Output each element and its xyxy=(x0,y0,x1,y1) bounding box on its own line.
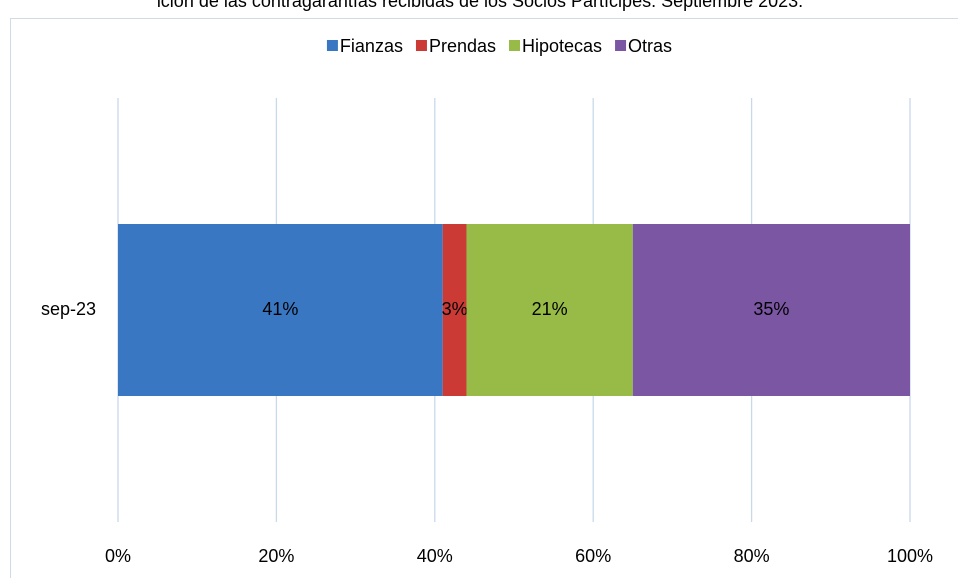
bar-segment xyxy=(466,224,633,396)
legend-label: Otras xyxy=(628,36,672,56)
bar-segment xyxy=(118,224,443,396)
bar-segment xyxy=(442,224,467,396)
chart-title: ición de las contragarantías recibidas d… xyxy=(157,0,803,11)
chart-frame xyxy=(10,18,958,578)
x-tick-label: 80% xyxy=(734,546,770,566)
legend-label: Fianzas xyxy=(340,36,403,56)
x-tick-label: 100% xyxy=(887,546,933,566)
x-tick-label: 20% xyxy=(258,546,294,566)
x-tick-label: 60% xyxy=(575,546,611,566)
y-tick-label: sep-23 xyxy=(41,299,96,319)
data-label: 41% xyxy=(262,299,298,319)
legend-swatch xyxy=(415,40,427,51)
legend-swatch xyxy=(326,40,338,51)
x-tick-label: 40% xyxy=(417,546,453,566)
bar-segment xyxy=(632,224,910,396)
legend-label: Prendas xyxy=(429,36,496,56)
legend-swatch xyxy=(509,40,521,51)
x-tick-label: 0% xyxy=(105,546,131,566)
legend-label: Hipotecas xyxy=(522,36,602,56)
data-label: 21% xyxy=(532,299,568,319)
legend-swatch xyxy=(615,40,627,51)
data-label: 3% xyxy=(442,299,468,319)
data-label: 35% xyxy=(753,299,789,319)
